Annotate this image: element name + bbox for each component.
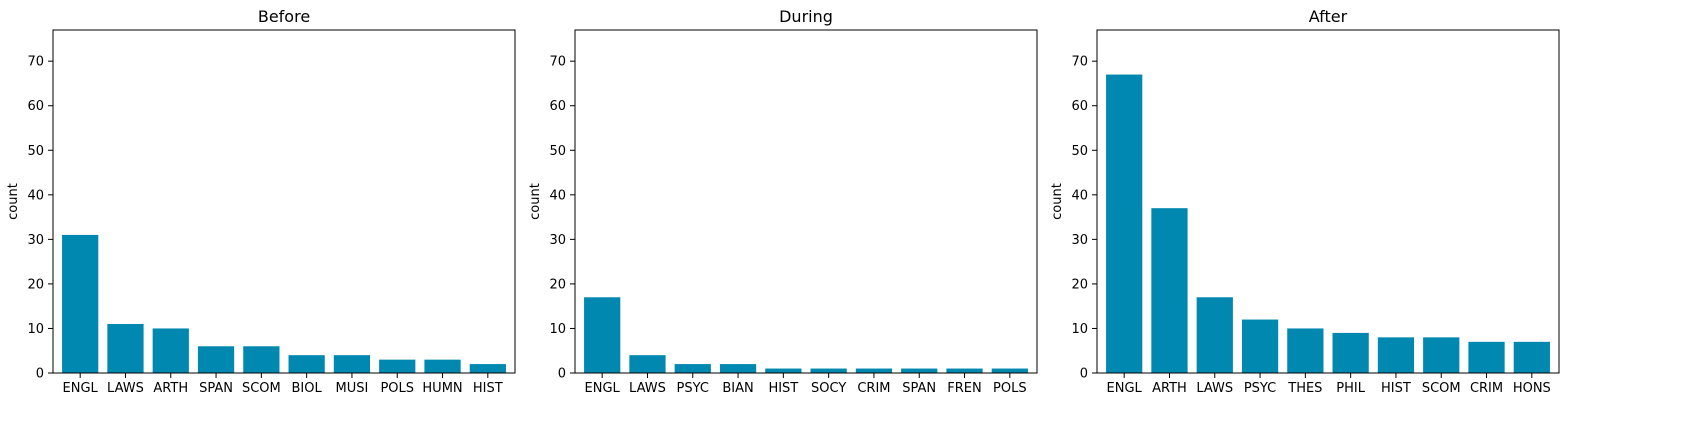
bar bbox=[1241, 319, 1279, 373]
y-tick-label: 60 bbox=[27, 99, 44, 114]
bar bbox=[243, 346, 280, 373]
axes-frame bbox=[1096, 29, 1560, 374]
panel-after: After count 0 10 20 30 40 50 60 70 ENGL ARTH LAWS P… bbox=[1050, 7, 1560, 396]
axes-frame bbox=[52, 29, 516, 374]
bar bbox=[674, 364, 711, 373]
panel-before: Before count 0 10 20 30 40 50 60 70 ENGL LAWS ARTH… bbox=[6, 7, 516, 396]
bar bbox=[1377, 337, 1415, 373]
chart-title: After bbox=[1309, 7, 1348, 26]
x-tick-label: HIST bbox=[473, 381, 503, 396]
x-tick-label: LAWS bbox=[1196, 381, 1233, 396]
y-axis-label: count bbox=[6, 183, 21, 220]
bar bbox=[379, 359, 416, 373]
x-tick-label: HUMN bbox=[422, 381, 462, 396]
x-tick-label: SCOM bbox=[1422, 381, 1461, 396]
x-tick-label: POLS bbox=[380, 381, 414, 396]
y-tick-label: 20 bbox=[549, 277, 566, 292]
y-tick-label: 10 bbox=[1071, 322, 1088, 337]
y-tick-label: 70 bbox=[1071, 55, 1088, 70]
bar bbox=[1468, 341, 1505, 373]
y-tick-label: 20 bbox=[1071, 277, 1088, 292]
bar bbox=[1287, 328, 1324, 373]
bar bbox=[469, 364, 506, 373]
y-tick-label: 50 bbox=[549, 144, 566, 159]
bar bbox=[946, 368, 983, 373]
x-tick-label: BIAN bbox=[722, 381, 753, 396]
y-tick-label: 0 bbox=[36, 367, 44, 382]
bar bbox=[1423, 337, 1460, 373]
bar bbox=[197, 346, 235, 373]
y-axis-label: count bbox=[528, 183, 543, 220]
x-tick-label: SCOM bbox=[242, 381, 281, 396]
y-tick-label: 60 bbox=[549, 99, 566, 114]
chart-title: During bbox=[779, 7, 833, 26]
x-tick-label: CRIM bbox=[857, 381, 890, 396]
y-tick-label: 30 bbox=[1071, 233, 1088, 248]
bar bbox=[810, 368, 847, 373]
y-tick-label: 30 bbox=[27, 233, 44, 248]
x-tick-label: BIOL bbox=[292, 381, 323, 396]
bar bbox=[152, 328, 189, 373]
bar bbox=[584, 297, 621, 373]
y-tick-label: 60 bbox=[1071, 99, 1088, 114]
x-tick-label: ENGL bbox=[585, 381, 621, 396]
x-tick-label: POLS bbox=[993, 381, 1027, 396]
bar bbox=[333, 355, 371, 373]
x-tick-label: FREN bbox=[947, 381, 981, 396]
x-tick-label: SPAN bbox=[902, 381, 936, 396]
y-tick-label: 70 bbox=[27, 55, 44, 70]
y-tick-label: 0 bbox=[1080, 367, 1088, 382]
bar bbox=[901, 368, 938, 373]
y-tick-label: 30 bbox=[549, 233, 566, 248]
bar bbox=[1332, 332, 1369, 373]
y-tick-label: 10 bbox=[27, 322, 44, 337]
x-tick-label: MUSI bbox=[336, 381, 369, 396]
bar bbox=[855, 368, 893, 373]
bar bbox=[1513, 341, 1550, 373]
x-tick-label: SOCY bbox=[811, 381, 846, 396]
x-tick-label: HIST bbox=[1381, 381, 1411, 396]
x-tick-label: THES bbox=[1287, 381, 1322, 396]
axes-frame bbox=[574, 29, 1038, 374]
x-tick-label: CRIM bbox=[1470, 381, 1503, 396]
panel-during: During count 0 10 20 30 40 50 60 70 ENGL LAWS PSYC… bbox=[528, 7, 1038, 396]
bar bbox=[765, 368, 802, 373]
bar bbox=[991, 368, 1028, 373]
x-tick-label: LAWS bbox=[107, 381, 144, 396]
y-tick-label: 40 bbox=[27, 188, 44, 203]
x-tick-label: HIST bbox=[768, 381, 798, 396]
y-tick-label: 50 bbox=[1071, 144, 1088, 159]
y-axis-label: count bbox=[1050, 183, 1065, 220]
x-tick-label: ENGL bbox=[63, 381, 99, 396]
bar bbox=[1151, 208, 1188, 373]
x-tick-label: ARTH bbox=[1152, 381, 1187, 396]
x-tick-label: HONS bbox=[1513, 381, 1551, 396]
bar bbox=[1106, 74, 1143, 374]
bar bbox=[288, 355, 325, 373]
bar bbox=[1196, 297, 1233, 373]
y-tick-label: 10 bbox=[549, 322, 566, 337]
x-tick-label: ENGL bbox=[1107, 381, 1143, 396]
bar bbox=[62, 234, 99, 373]
x-tick-label: LAWS bbox=[629, 381, 666, 396]
x-tick-label: SPAN bbox=[199, 381, 233, 396]
y-tick-label: 40 bbox=[549, 188, 566, 203]
chart-title: Before bbox=[258, 7, 310, 26]
bar bbox=[424, 359, 461, 373]
y-tick-label: 40 bbox=[1071, 188, 1088, 203]
x-tick-label: PSYC bbox=[677, 381, 709, 396]
bar bbox=[719, 364, 757, 373]
y-tick-label: 20 bbox=[27, 277, 44, 292]
y-tick-label: 70 bbox=[549, 55, 566, 70]
bar bbox=[629, 355, 666, 373]
bar bbox=[107, 324, 144, 373]
y-tick-label: 50 bbox=[27, 144, 44, 159]
x-tick-label: PSYC bbox=[1244, 381, 1276, 396]
x-tick-label: PHIL bbox=[1336, 381, 1365, 396]
y-tick-label: 0 bbox=[558, 367, 566, 382]
x-tick-label: ARTH bbox=[153, 381, 188, 396]
